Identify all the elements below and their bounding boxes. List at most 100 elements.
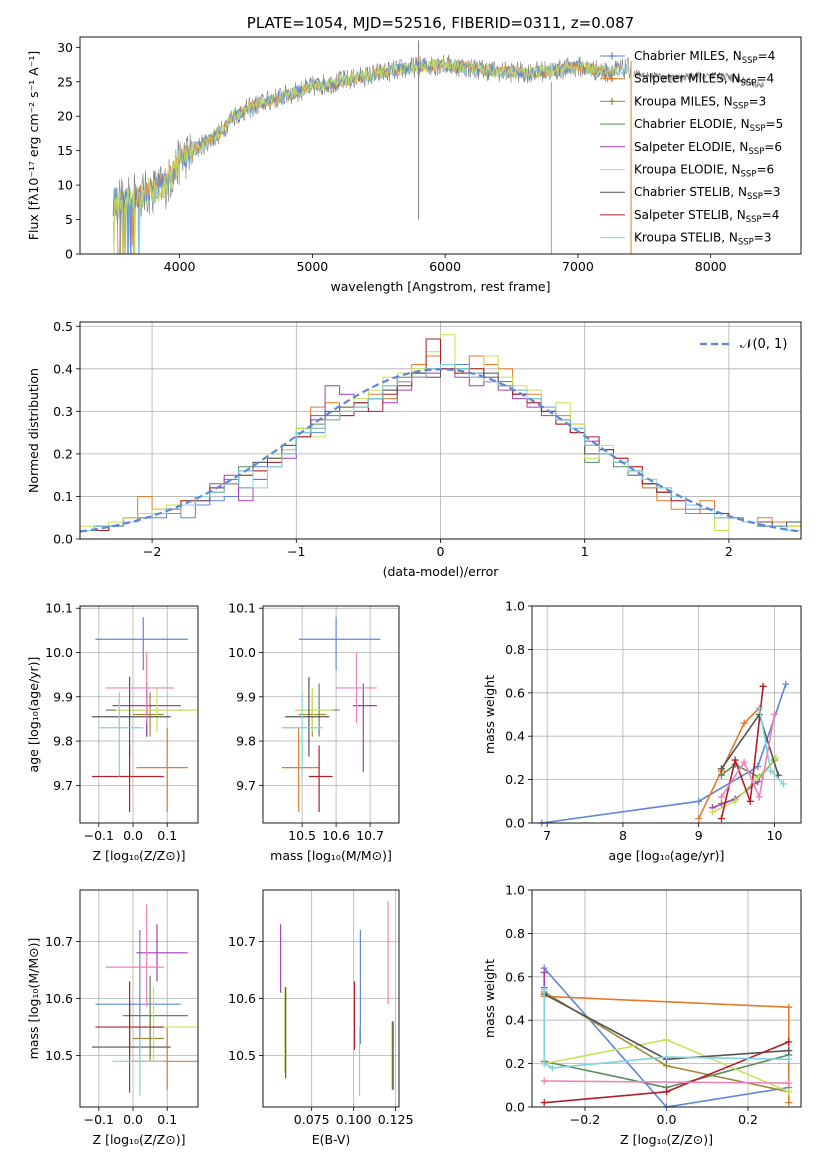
legend-label: Salpeter STELIB, NSSP=4 (634, 208, 779, 225)
weight-series (755, 704, 788, 788)
errorbar-point (295, 687, 333, 733)
y-tick-label: 9.7 (236, 778, 256, 793)
mass-weight-vs-age-chart: 7 8 9 10 0.0 0.2 0.4 0.6 0.8 1.0 age [log₁₀(age/yr… (482, 599, 802, 863)
x-tick-label: 10.6 (322, 828, 350, 843)
legend-item: Chabrier MILES, NSSP=4 (600, 49, 775, 66)
errorbar-point (298, 617, 381, 671)
weight-marker (540, 1060, 548, 1068)
spectrum-model-line (112, 58, 618, 254)
spectrum-chart: 4000 5000 6000 7000 8000 0 5 10 15 20 25 30 waveleng… (26, 14, 802, 294)
y-tick-label: 9.9 (236, 689, 256, 704)
weight-line (720, 686, 764, 819)
legend-item: Kroupa ELODIE, NSSP=6 (600, 163, 774, 180)
y-tick-label: 0.4 (505, 1013, 525, 1028)
weight-marker (540, 1099, 548, 1107)
errorbar-point (336, 652, 377, 724)
x-tick-label: 5000 (296, 259, 328, 274)
weight-line (697, 707, 760, 820)
weight-marker (785, 1047, 793, 1055)
y-tick-label: 10 (57, 178, 73, 193)
weight-marker (785, 1003, 793, 1011)
legend-label: 𝒩(0, 1) (740, 337, 787, 352)
weight-line (541, 683, 787, 824)
y-tick-label: 0.4 (53, 361, 73, 376)
errorbar-point (126, 1027, 198, 1090)
weight-marker (759, 682, 767, 690)
weight-marker (785, 1079, 793, 1087)
legend-label: Kroupa ELODIE, NSSP=6 (634, 163, 774, 180)
errorbar-point (281, 727, 320, 812)
legend-item: Salpeter STELIB, NSSP=4 (600, 208, 779, 225)
x-tick-label: 8000 (695, 259, 727, 274)
weight-marker (663, 1053, 670, 1061)
legend-item: Salpeter ELODIE, NSSP=6 (600, 140, 782, 157)
x-tick-label: −0.1 (84, 1112, 114, 1127)
plot-frame (79, 889, 199, 1108)
x-tick-label: −1 (287, 544, 305, 559)
x-axis-label: Z [log₁₀(Z/Z⊙)] (620, 1132, 713, 1147)
weight-marker (717, 793, 725, 801)
x-tick-label: −0.1 (84, 828, 114, 843)
legend-label: Salpeter MILES, NSSP=4 (634, 72, 774, 89)
x-tick-label: 0.0 (123, 1112, 143, 1127)
legend-label: Kroupa MILES, NSSP=3 (634, 94, 766, 111)
plot-frame (79, 321, 802, 540)
y-tick-label: 5 (65, 212, 73, 227)
legend-marker (608, 52, 616, 60)
weight-series (538, 680, 790, 827)
errorbar-point (105, 904, 164, 1008)
weight-series (540, 1077, 793, 1087)
weight-marker (746, 797, 754, 805)
y-tick-label: 9.7 (53, 778, 73, 793)
x-tick-label: 1 (581, 544, 589, 559)
y-tick-label: 0.2 (53, 446, 73, 461)
errorbar-point (136, 727, 188, 812)
x-tick-label: 4000 (164, 259, 196, 274)
spectrum-plot-area (112, 40, 765, 254)
y-tick-label: 0.1 (53, 489, 73, 504)
weight-marker (717, 765, 725, 773)
y-tick-label: 10.6 (45, 991, 73, 1006)
plot-frame (531, 605, 802, 824)
spectrum-legend: Chabrier MILES, NSSP=4 Salpeter MILES, NS… (600, 49, 783, 248)
residuals-chart: −2 −1 0 1 2 0.0 0.1 0.2 0.3 0.4 0.5 (data-model)/er… (26, 319, 802, 579)
weight-marker (785, 1038, 793, 1046)
weight-marker (754, 763, 762, 771)
y-axis-label: Flux [fλ10⁻¹⁷ erg cm⁻² s⁻¹ A⁻¹] (26, 51, 41, 240)
y-tick-label: 1.0 (505, 599, 525, 614)
weight-marker (695, 797, 703, 805)
errorbar-point (133, 1015, 164, 1062)
x-tick-label: 0.0 (657, 1112, 677, 1127)
x-tick-label: −0.2 (570, 1112, 600, 1127)
y-tick-label: 0.4 (505, 729, 525, 744)
weight-marker (755, 793, 763, 801)
x-tick-label: 0.1 (157, 1112, 177, 1127)
x-axis-label: (data-model)/error (383, 564, 500, 579)
plot-frame (79, 605, 199, 824)
y-tick-label: 20 (57, 109, 73, 124)
y-tick-label: 10.6 (228, 991, 256, 1006)
y-tick-label: 0.2 (505, 772, 525, 787)
errorbar-point (91, 745, 164, 812)
mass-vs-Z-chart: −0.1 0.0 0.1 10.5 10.6 10.7 Z [log₁₀(Z/Z⊙)] mas… (26, 889, 199, 1147)
x-tick-label: 6000 (429, 259, 461, 274)
weight-marker (717, 815, 725, 823)
weight-marker (785, 1088, 793, 1096)
legend-item: Chabrier ELODIE, NSSP=5 (600, 117, 783, 134)
legend-item: Chabrier STELIB, NSSP=3 (600, 185, 781, 202)
errorbar-point (281, 692, 323, 777)
y-tick-label: 15 (57, 143, 73, 158)
weight-marker (770, 711, 778, 718)
legend-label: Chabrier ELODIE, NSSP=5 (634, 117, 783, 134)
y-tick-label: 10.1 (45, 601, 73, 616)
weight-marker (785, 1099, 793, 1107)
weight-marker (663, 1036, 670, 1044)
x-tick-label: 10.5 (288, 828, 316, 843)
errorbar-point (95, 617, 188, 671)
weight-marker (663, 1062, 670, 1070)
y-tick-label: 0 (65, 247, 73, 262)
x-tick-label: 2 (725, 544, 733, 559)
weight-series (717, 711, 782, 779)
y-tick-label: 0.5 (53, 319, 73, 334)
spectrum-model-line (112, 57, 632, 254)
